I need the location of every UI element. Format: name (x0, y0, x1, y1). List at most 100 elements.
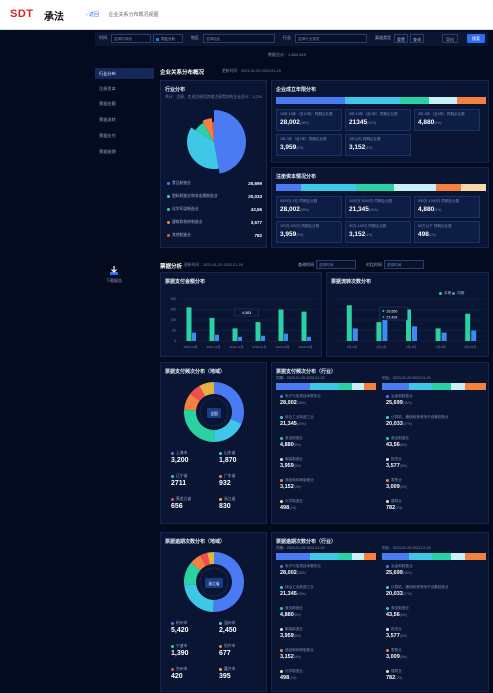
region-stat: 浙江省 830 (219, 497, 235, 510)
time-filter-select[interactable]: 选择时间段 (111, 34, 151, 43)
donut-slice[interactable] (184, 584, 214, 612)
nav-item-transfer[interactable]: 票据流转 (99, 117, 116, 122)
amount-title: 票据支付金额分布 (165, 279, 206, 285)
legend-value: 782 (254, 233, 262, 238)
amount-bar-compare[interactable] (284, 333, 288, 341)
amount-bar[interactable] (278, 309, 284, 342)
amount-bar-compare[interactable] (238, 336, 242, 341)
list-dot (386, 394, 389, 398)
donut-slice[interactable] (214, 419, 242, 442)
donut-slice[interactable] (213, 552, 244, 612)
amount-bar-compare[interactable] (192, 332, 196, 341)
count-bar[interactable] (346, 305, 352, 341)
amount-bar[interactable] (186, 307, 192, 341)
amount-bar[interactable] (232, 328, 238, 341)
reset-button[interactable]: 重置 (394, 34, 408, 43)
founded-years-title: 企业成立年限分布 (276, 87, 317, 93)
count-bar-compare[interactable] (441, 332, 447, 341)
download-report-button[interactable]: 下载报告 (99, 262, 129, 290)
count-bar[interactable] (376, 322, 382, 341)
legend-value: 20,033 (248, 194, 262, 199)
industry-list-item: 计算机、通信和其他电子设备制造业 20,033(27%) (386, 415, 449, 427)
x-tick-label: 2022-10月 (183, 345, 197, 349)
bar-seg (276, 553, 310, 560)
stat-value: 2711 (171, 480, 187, 487)
list-value: 20,033(27%) (386, 591, 449, 597)
list-label: 化学制造业 (285, 669, 303, 673)
donut-slice[interactable] (190, 385, 206, 402)
list-percent: (35%) (402, 571, 412, 575)
list-value: 3,577(5%) (386, 463, 407, 469)
pie-slice[interactable] (195, 122, 214, 142)
query-button[interactable]: 查询 (410, 34, 424, 43)
list-percent: (5%) (293, 464, 301, 468)
back-link[interactable]: ‹ 返回 (86, 12, 100, 18)
period-header-right: 同比：2023-01-29 2023-01-29 (382, 546, 431, 550)
count-bar[interactable] (465, 313, 471, 341)
pie-slice[interactable] (214, 110, 246, 174)
nav-item-capital[interactable]: 注册资本 (99, 86, 116, 91)
amount-bar[interactable] (209, 317, 215, 341)
stat-card-label: 1年以内 同期企业数 (349, 137, 381, 141)
donut-slice[interactable] (184, 562, 201, 586)
search-button[interactable]: 搜索 (467, 34, 485, 43)
list-dot (386, 585, 389, 589)
stat-card-label: 100万-500万 同期企业数 (280, 224, 320, 228)
list-label: 建筑业 (391, 499, 402, 503)
amount-bar-compare[interactable] (261, 335, 265, 341)
donut-slice[interactable] (200, 552, 210, 567)
stat-card: 50万以下 同期企业数 498(1%) (414, 221, 480, 243)
tooltip-value-current: 29,550 (386, 309, 397, 313)
count-bar[interactable] (406, 309, 411, 342)
pie-slice[interactable] (202, 118, 214, 142)
bar-seg (382, 383, 410, 390)
industry-list-item: 电子与信息技术服务业 28,002(38%) (280, 564, 321, 576)
query-time-select[interactable]: 选择时间 (316, 260, 356, 269)
list-dot (386, 499, 389, 503)
count-bar-compare[interactable] (382, 317, 388, 341)
amount-bar-compare[interactable] (215, 334, 219, 341)
nav-item-amount[interactable]: 票据金额 (99, 101, 116, 106)
bar-seg (352, 383, 364, 390)
amount-panel: 票据支付金额分布 200 150 100 50 0 2022-10月 2022-11月 202… (160, 272, 322, 357)
nav-item-payment[interactable]: 票据支付 (99, 133, 116, 138)
pie-slice[interactable] (187, 127, 219, 169)
nav-item-industry[interactable]: 行业分布 (95, 68, 154, 79)
donut-slice[interactable] (184, 393, 200, 411)
compare-checkbox[interactable]: 同比分析 (153, 34, 183, 43)
export-button[interactable]: 导出 (442, 34, 458, 43)
bar-seg (338, 553, 352, 560)
amount-bar[interactable] (255, 322, 261, 341)
list-dot (280, 585, 283, 589)
stat-card-number: 4,880 (418, 206, 435, 213)
nav-item-overdue[interactable]: 票据逾期 (99, 149, 116, 154)
stat-name: 绍兴市 (224, 644, 236, 648)
compare-time-select[interactable]: 选择时间 (384, 260, 424, 269)
donut-slice[interactable] (207, 552, 214, 565)
region-filter-select[interactable]: 选择地区 (203, 34, 275, 43)
donut-slice[interactable] (199, 382, 214, 397)
list-label: 食品制造业 (391, 436, 409, 440)
list-label: 化学制造业 (285, 499, 303, 503)
stat-value: 3,200 (171, 457, 189, 464)
overdue-region-panel: 票据逾期次数分布（地域） 浙江省 杭州市 5,420 温州市 2,450 宁波市 1,39… (160, 532, 267, 692)
donut-slice[interactable] (191, 555, 206, 571)
stat-card-percent: (8%) (434, 208, 442, 212)
donut-slice[interactable] (214, 382, 244, 424)
amount-bar-compare[interactable] (307, 336, 311, 341)
list-number: 498 (280, 675, 290, 681)
x-tick-label: 7月-8月 (435, 345, 445, 349)
industry-filter-select[interactable]: 选择行业类型 (295, 34, 367, 43)
count-bar-compare[interactable] (352, 328, 358, 341)
legend-dot (167, 194, 170, 198)
pay-industry-title: 票据支付频次分布（行业） (276, 369, 337, 375)
amount-bar[interactable] (301, 311, 307, 341)
overdue-industry-title: 票据逾期次数分布（行业） (276, 539, 337, 545)
count-bar-compare[interactable] (412, 326, 417, 341)
pie-slice[interactable] (212, 122, 214, 142)
count-bar[interactable] (435, 328, 441, 341)
list-number: 4,880 (280, 442, 294, 448)
industry-legend-item: 化学印染制造业 43,56 (167, 207, 262, 212)
donut-slice[interactable] (184, 409, 215, 442)
count-bar-compare[interactable] (471, 330, 477, 342)
